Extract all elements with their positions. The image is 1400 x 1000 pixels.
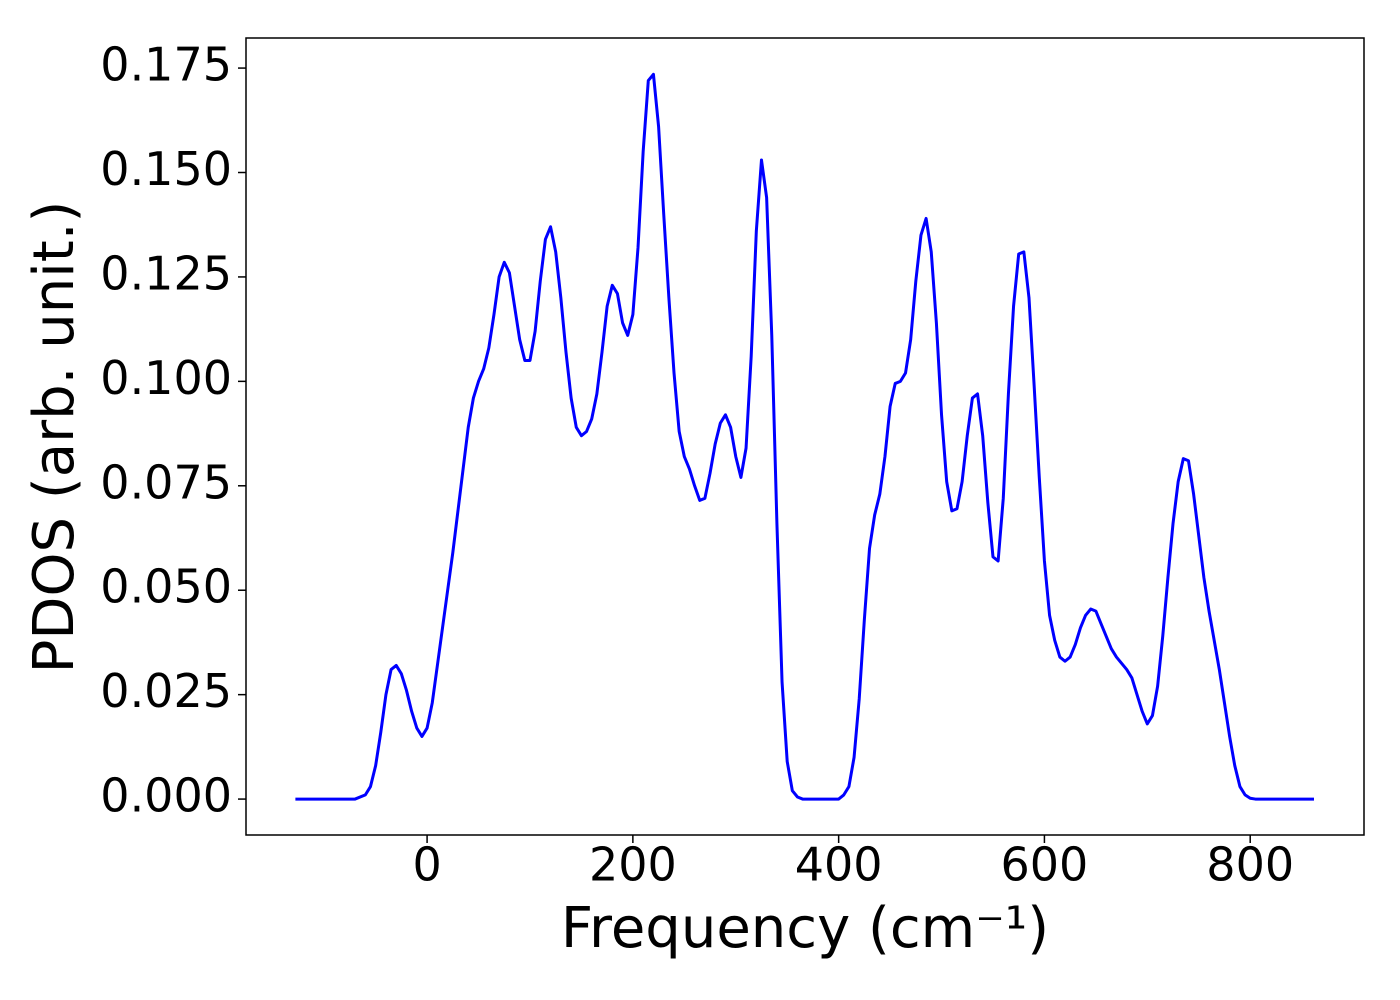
plot-frame [245,37,1365,836]
y-tick-label: 0.075 [100,455,232,509]
x-tick-label: 800 [1206,838,1294,892]
x-axis-label: Frequency (cm⁻¹) [561,896,1049,961]
y-tick-label: 0.000 [100,769,232,823]
y-tick-label: 0.100 [100,351,232,405]
data-line [295,72,1314,801]
y-tick-label: 0.150 [100,142,232,196]
x-tick-label: 0 [412,838,441,892]
y-tick-label: 0.025 [100,664,232,718]
y-tick-label: 0.125 [100,246,232,300]
y-tick-label: 0.175 [100,38,232,92]
x-tick-label: 600 [1001,838,1089,892]
y-axis-label: PDOS (arb. unit.) [22,201,87,674]
x-tick-label: 200 [589,838,677,892]
y-tick-label: 0.050 [100,560,232,614]
x-tick-label: 400 [795,838,883,892]
